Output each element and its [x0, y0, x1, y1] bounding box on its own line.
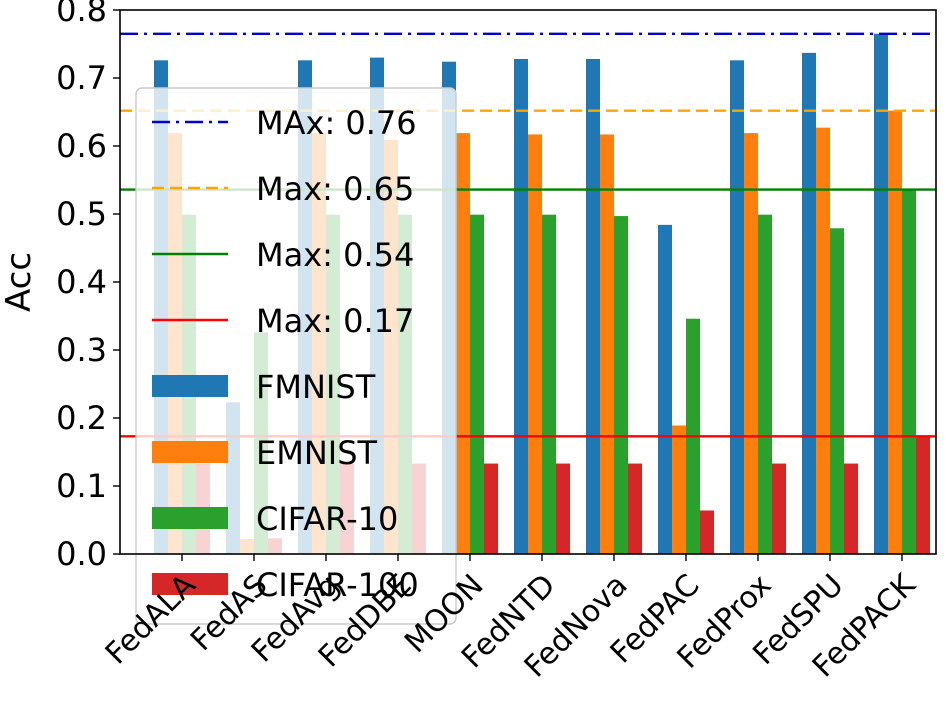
y-axis-label: Acc	[0, 252, 39, 312]
bar-emnist-fedntd	[528, 134, 542, 554]
y-tick-label: 0.4	[56, 263, 107, 301]
y-tick-label: 0.3	[56, 331, 107, 369]
bar-fmnist-fedspu	[802, 52, 816, 555]
bar-fmnist-fedntd	[514, 58, 528, 555]
legend-swatch-patch	[152, 507, 228, 529]
bar-emnist-fednova	[600, 134, 614, 554]
y-axis: 0.0 0.1 0.2 0.3 0.4 0.5 0.6 0.7 0.8	[56, 0, 120, 573]
bar-fmnist-fedpac	[658, 224, 672, 554]
y-tick-label: 0.8	[56, 0, 107, 29]
y-tick-label: 0.5	[56, 195, 107, 233]
bar-cifar-100-fedspu	[844, 463, 858, 554]
bar-cifar-10-fedspu	[830, 228, 844, 554]
bar-cifar-10-fedpack	[902, 189, 916, 554]
bar-cifar-10-fedntd	[542, 214, 556, 554]
legend-label: FMNIST	[256, 368, 376, 406]
bar-cifar-100-fednova	[628, 463, 642, 554]
y-tick-label: 0.1	[56, 467, 107, 505]
legend-swatch-patch	[152, 441, 228, 463]
legend-label: Max: 0.65	[256, 170, 414, 208]
bar-fmnist-fednova	[586, 58, 600, 555]
legend-label: EMNIST	[256, 434, 378, 472]
legend-swatch-patch	[152, 375, 228, 397]
bar-cifar-100-moon	[484, 463, 498, 554]
bar-cifar-100-fedntd	[556, 463, 570, 554]
legend-label: Max: 0.17	[256, 302, 414, 340]
legend-label: Max: 0.54	[256, 236, 414, 274]
bar-fmnist-fedpack	[874, 33, 888, 555]
bar-emnist-fedprox	[744, 133, 758, 554]
bar-cifar-100-fedpack	[916, 436, 930, 554]
y-tick-label: 0.6	[56, 127, 107, 165]
bar-fmnist-fedprox	[730, 60, 744, 554]
legend-swatch-patch	[152, 573, 228, 595]
legend-label: CIFAR-100	[256, 566, 419, 604]
bar-emnist-fedspu	[816, 127, 830, 554]
bar-cifar-100-fedprox	[772, 463, 786, 554]
y-tick-label: 0.2	[56, 399, 107, 437]
bar-emnist-moon	[456, 133, 470, 554]
legend: MAx: 0.76 Max: 0.65 Max: 0.54 Max: 0.17 FMNI…	[135, 87, 457, 625]
bar-cifar-10-fednova	[614, 216, 628, 555]
bar-emnist-fedpack	[888, 110, 902, 554]
legend-label: MAx: 0.76	[256, 104, 417, 142]
y-tick-label: 0.0	[56, 535, 107, 573]
bar-cifar-10-moon	[470, 214, 484, 554]
legend-label: CIFAR-10	[256, 500, 398, 538]
legend-box	[135, 87, 457, 625]
y-tick-label: 0.7	[56, 59, 107, 97]
bar-emnist-fedpac	[672, 425, 686, 554]
bar-cifar-100-fedpac	[700, 510, 714, 554]
bar-cifar-10-fedprox	[758, 214, 772, 554]
